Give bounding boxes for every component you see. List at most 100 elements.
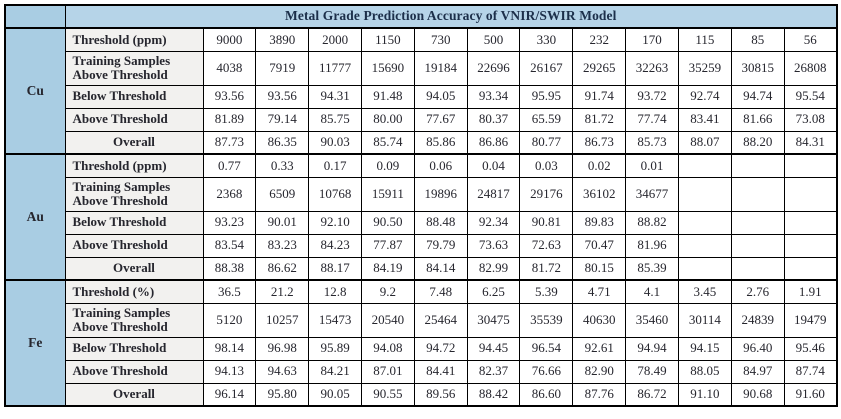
- value-cell: 2368: [202, 176, 257, 212]
- value-cell: [783, 233, 838, 258]
- value-cell: 4038: [202, 50, 257, 86]
- value-cell: 95.46: [783, 336, 838, 361]
- value-cell: 5.39: [519, 279, 574, 304]
- value-cell: 81.89: [202, 107, 257, 132]
- value-cell: 96.54: [519, 336, 574, 361]
- value-cell: [783, 210, 838, 235]
- value-cell: 0.09: [360, 153, 415, 178]
- value-cell: 15690: [360, 50, 415, 86]
- table-title: Metal Grade Prediction Accuracy of VNIR/…: [64, 4, 838, 29]
- value-cell: 65.59: [519, 107, 574, 132]
- value-cell: 30815: [730, 50, 785, 86]
- value-cell: 0.03: [519, 153, 574, 178]
- value-cell: 85.39: [625, 256, 679, 281]
- value-cell: 34677: [625, 176, 679, 212]
- value-cell: 80.00: [360, 107, 415, 132]
- value-cell: 90.50: [360, 210, 415, 235]
- value-cell: 82.90: [572, 359, 627, 384]
- table-row: Au Threshold (ppm) 0.77 0.33 0.17 0.09 0.06 0.0…: [4, 153, 838, 281]
- value-cell: 93.56: [202, 84, 257, 109]
- table-row: Training Samples Above Threshold 5120 1025…: [5, 302, 838, 338]
- value-cell: 85: [730, 27, 785, 52]
- value-cell: 1150: [360, 27, 415, 52]
- value-cell: 94.13: [202, 359, 257, 384]
- value-cell: 29265: [572, 50, 627, 86]
- value-cell: 35460: [625, 302, 679, 338]
- value-cell: 92.61: [572, 336, 627, 361]
- value-cell: 115: [677, 27, 732, 52]
- value-cell: 85.86: [413, 130, 468, 155]
- value-cell: 40630: [572, 302, 627, 338]
- table-row: Above Threshold 94.13 94.63 84.21 87.01 84.41…: [5, 359, 838, 384]
- value-cell: 95.80: [255, 382, 310, 407]
- value-cell: 94.15: [677, 336, 732, 361]
- value-cell: 26167: [519, 50, 574, 86]
- value-cell: 35539: [519, 302, 574, 338]
- value-cell: 10257: [255, 302, 310, 338]
- value-cell: 2.76: [730, 279, 785, 304]
- value-cell: 73.63: [466, 233, 521, 258]
- value-cell: 94.05: [413, 84, 468, 109]
- table-row: Training Samples Above Threshold 4038 7919…: [5, 50, 838, 86]
- value-cell: 81.66: [730, 107, 785, 132]
- value-cell: 94.45: [466, 336, 521, 361]
- value-cell: 86.35: [255, 130, 310, 155]
- value-cell: 0.33: [255, 153, 310, 178]
- value-cell: 84.31: [783, 130, 838, 155]
- metal-label-fe: Fe: [4, 279, 66, 407]
- value-cell: 56: [783, 27, 838, 52]
- row-label: Overall: [64, 256, 204, 281]
- value-cell: 86.86: [466, 130, 521, 155]
- value-cell: 83.54: [202, 233, 257, 258]
- row-label: Above Threshold: [64, 359, 204, 384]
- value-cell: 3.45: [677, 279, 732, 304]
- table-row: Overall 88.38 86.62 88.17 84.19 84.14 82.99 81.…: [5, 256, 838, 281]
- value-cell: 84.23: [308, 233, 362, 258]
- value-cell: 73.08: [783, 107, 838, 132]
- value-cell: 77.67: [413, 107, 468, 132]
- row-label: Training Samples Above Threshold: [64, 302, 204, 338]
- value-cell: 80.37: [466, 107, 521, 132]
- value-cell: 95.89: [308, 336, 362, 361]
- value-cell: 77.74: [625, 107, 679, 132]
- value-cell: [730, 256, 785, 281]
- value-cell: 90.01: [255, 210, 310, 235]
- value-cell: 79.14: [255, 107, 310, 132]
- value-cell: [730, 153, 785, 178]
- value-cell: 232: [572, 27, 627, 52]
- value-cell: 29176: [519, 176, 574, 212]
- value-cell: 94.72: [413, 336, 468, 361]
- value-cell: 96.40: [730, 336, 785, 361]
- value-cell: [730, 210, 785, 235]
- value-cell: 84.19: [360, 256, 415, 281]
- value-cell: 90.03: [308, 130, 362, 155]
- value-cell: 10768: [308, 176, 362, 212]
- row-label: Below Threshold: [64, 210, 204, 235]
- value-cell: 80.77: [519, 130, 574, 155]
- value-cell: 80.15: [572, 256, 627, 281]
- value-cell: [677, 176, 732, 212]
- value-cell: 15473: [308, 302, 362, 338]
- value-cell: 83.41: [677, 107, 732, 132]
- table-row: Above Threshold 83.54 83.23 84.23 77.87 79.79…: [5, 233, 838, 258]
- value-cell: 0.02: [572, 153, 627, 178]
- table-row: Above Threshold 81.89 79.14 85.75 80.00 77.67…: [5, 107, 838, 132]
- value-cell: 91.48: [360, 84, 415, 109]
- value-cell: 20540: [360, 302, 415, 338]
- value-cell: 36.5: [202, 279, 257, 304]
- value-cell: 9.2: [360, 279, 415, 304]
- value-cell: 82.99: [466, 256, 521, 281]
- value-cell: 83.23: [255, 233, 310, 258]
- row-label: Threshold (ppm): [64, 27, 204, 52]
- value-cell: 84.14: [413, 256, 468, 281]
- value-cell: [677, 153, 732, 178]
- value-cell: 30114: [677, 302, 732, 338]
- value-cell: 84.97: [730, 359, 785, 384]
- value-cell: 7919: [255, 50, 310, 86]
- value-cell: 87.01: [360, 359, 415, 384]
- value-cell: 9000: [202, 27, 257, 52]
- row-label: Overall: [64, 382, 204, 407]
- value-cell: 19479: [783, 302, 838, 338]
- value-cell: 88.05: [677, 359, 732, 384]
- value-cell: [783, 153, 838, 178]
